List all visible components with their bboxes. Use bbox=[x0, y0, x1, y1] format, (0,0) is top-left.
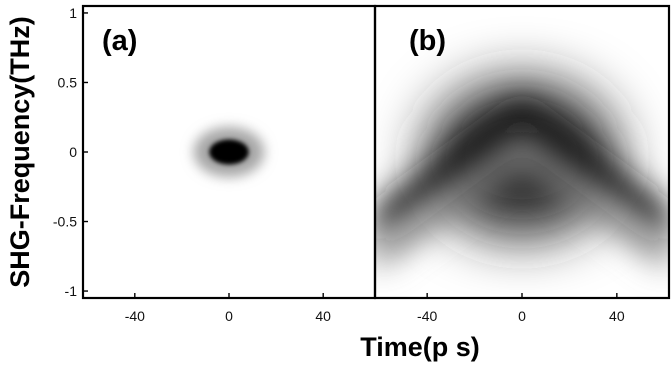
x-tick-label: -40 bbox=[417, 308, 437, 324]
x-tick-label: 0 bbox=[518, 308, 526, 324]
panel-b-feature-1 bbox=[375, 135, 669, 271]
panel-a-label: (a) bbox=[102, 25, 137, 57]
panel-b-heatmap bbox=[375, 81, 669, 271]
x-tick-label: -40 bbox=[125, 308, 145, 324]
y-tick-label: 0.5 bbox=[58, 74, 78, 90]
x-tick-label: 40 bbox=[609, 308, 625, 324]
x-tick-label: 0 bbox=[225, 308, 233, 324]
panel-b-label: (b) bbox=[409, 25, 446, 57]
axis-ticks: 1 0.5 0 -0.5 -1 -40 0 40 -40 0 40 bbox=[53, 5, 625, 324]
y-tick-label: 0 bbox=[69, 144, 77, 160]
panel-a-heatmap bbox=[193, 126, 265, 178]
y-tick-label: -0.5 bbox=[53, 214, 77, 230]
x-axis-title: Time(p s) bbox=[360, 332, 480, 362]
y-tick-label: -1 bbox=[65, 283, 78, 299]
panel-a-spot-1 bbox=[209, 139, 249, 165]
y-tick-label: 1 bbox=[69, 5, 77, 21]
y-axis-title: SHG-Frequency(THz) bbox=[5, 16, 35, 288]
panel-b-feature-0 bbox=[375, 99, 669, 246]
x-tick-label: 40 bbox=[315, 308, 331, 324]
